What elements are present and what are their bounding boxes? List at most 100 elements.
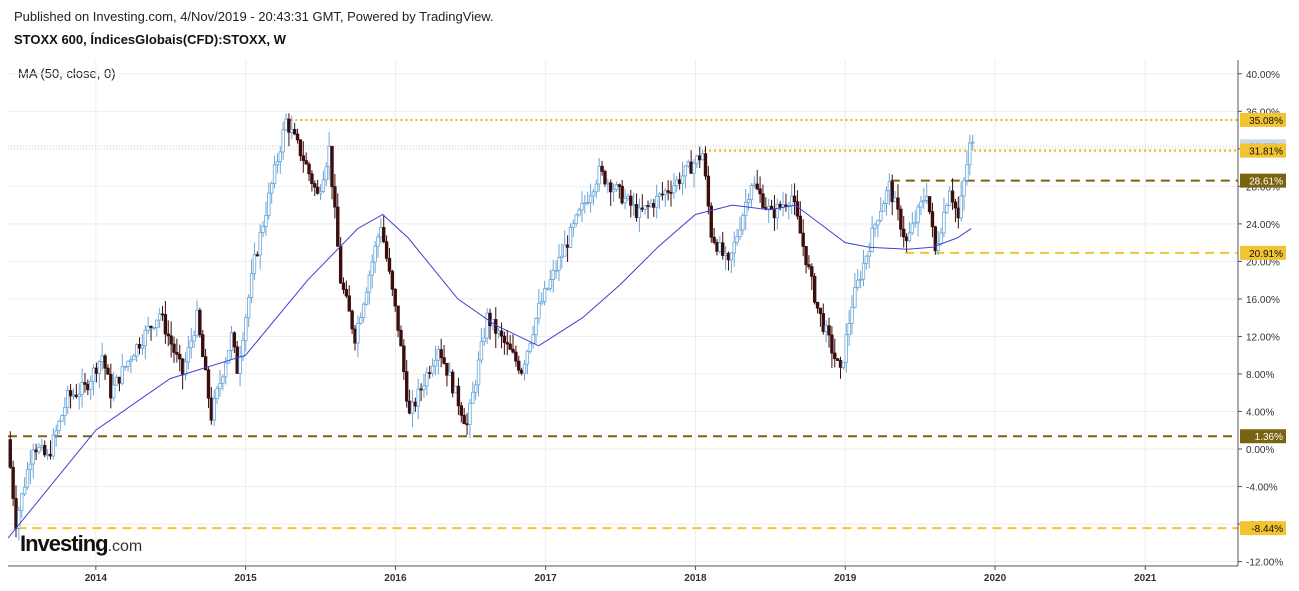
candle-body [364,291,369,305]
candle-body [692,162,696,174]
candle-body [25,468,30,488]
candle-body [551,270,555,280]
candle-body [798,215,802,234]
candle-body [594,183,599,193]
candle-body [120,366,124,384]
candle-body [514,351,518,362]
candle-body [129,359,133,362]
candle-body [71,394,76,397]
candle-body [922,200,926,203]
candle-body [94,367,99,374]
candle-body [215,388,219,400]
candle-body [57,420,61,432]
candle-body [77,394,81,398]
level-label-bg [1240,429,1286,444]
candle-body [769,205,774,210]
candle-body [884,190,889,204]
candle-body [873,224,877,229]
level-label: 1.36% [1255,432,1283,443]
candle-body [465,423,469,426]
candle-body [425,372,429,387]
level-label-bg [1240,143,1286,158]
candle-body [376,236,380,247]
candle-body [163,314,168,335]
candle-body [962,179,966,197]
candle-body [698,155,702,161]
candle-body [910,223,915,234]
candle-body [83,382,87,385]
candle-body [634,204,639,218]
candle-body [468,402,472,425]
symbol-title: STOXX 600, ÍndicesGlobais(CFD):STOXX, W [14,32,286,47]
candle-body [209,397,214,421]
candle-body [97,361,102,374]
candle-body [445,362,449,376]
candle-body [893,197,897,203]
level-label-bg [1240,173,1286,188]
candle-body [827,325,831,336]
candle-body [657,193,662,197]
candle-body [292,128,297,135]
candle-body [677,179,682,184]
candle-body [758,188,762,195]
y-tick-label: 40.00% [1246,70,1280,81]
candle-body [519,369,524,374]
candle-body [436,349,441,361]
candle-body [160,313,165,316]
candle-body [712,236,716,243]
candle-body [206,369,211,399]
candle-body [60,415,64,422]
candle-body [350,310,354,330]
candle-body [542,288,547,302]
logo-brand: Investing [20,531,109,556]
candle-body [109,373,113,399]
candle-body [267,192,271,216]
candle-body [48,453,53,457]
candle-body [496,330,501,334]
candle-body [249,273,254,298]
candle-body [956,207,961,219]
candle-body [140,344,145,349]
candle-body [344,289,349,297]
candle-body [844,334,848,363]
candle-body [40,445,44,448]
level-label: 35.08% [1249,116,1283,127]
candle-body [807,264,811,268]
candle-body [22,486,27,495]
moving-average [7,204,972,539]
candle-body [801,232,805,247]
candle-body [950,190,955,203]
candle-body [723,252,728,256]
candle-body [442,357,446,364]
candle-body [338,245,343,284]
ma-50-line [7,204,972,539]
candle-body [295,133,300,141]
candle-body [637,207,642,218]
x-tick-label: 2020 [984,573,1007,584]
x-tick-label: 2021 [1134,573,1157,584]
candle-body [146,326,150,331]
candle-body [114,376,119,386]
candle-body [669,191,673,194]
candle-body [686,161,690,167]
grid [8,60,1238,566]
candle-body [264,214,268,227]
candle-body [439,349,443,359]
candle-body [600,165,604,172]
candle-body [675,179,679,187]
candle-body [485,312,489,339]
candle-body [143,329,147,346]
candle-body [965,164,969,181]
candle-body [881,203,886,212]
candle-body [333,186,337,208]
candle-body [255,254,260,257]
candle-body [399,329,403,347]
candle-body [606,182,610,185]
candle-body [45,453,50,456]
candle-body [904,236,909,242]
candle-body [281,129,285,153]
y-tick-label: 20.00% [1246,257,1280,268]
candle-body [741,215,745,231]
candle-body [574,214,578,225]
